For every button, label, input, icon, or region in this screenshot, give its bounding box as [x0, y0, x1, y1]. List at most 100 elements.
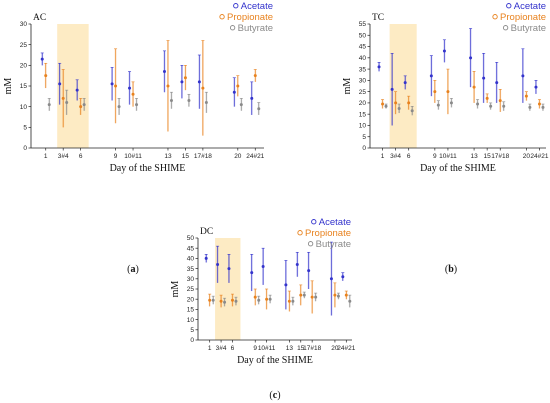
data-point: [410, 109, 414, 113]
legend-label: Butyrate: [238, 23, 273, 34]
series-propionate: [208, 280, 348, 314]
y-tick-label: 45: [359, 44, 367, 51]
data-point: [336, 294, 340, 298]
data-point: [534, 85, 538, 89]
x-tick-label: 9: [253, 345, 257, 352]
treatment-period-band: [389, 24, 417, 148]
data-point: [394, 101, 398, 105]
x-tick-label: 3#4: [58, 153, 69, 160]
y-tick-label: 40: [359, 55, 367, 62]
y-tick-label: 5: [23, 125, 27, 132]
x-tick-label: 20: [234, 153, 242, 160]
data-point: [169, 98, 173, 102]
x-tick-label: 15: [484, 153, 492, 160]
x-tick-label: 6: [79, 153, 83, 160]
x-tick-label: 10#11: [439, 153, 457, 160]
y-tick-label: 15: [187, 307, 195, 314]
legend-marker: [502, 25, 509, 31]
y-tick-label: 0: [362, 145, 366, 152]
x-tick-label: 20: [523, 153, 531, 160]
data-point: [333, 293, 337, 297]
y-tick-label: 30: [187, 276, 195, 283]
x-tick-label: 9: [433, 153, 437, 160]
data-point: [180, 80, 184, 84]
y-tick-label: 0: [190, 337, 194, 344]
legend-marker: [311, 219, 317, 225]
y-tick-label: 55: [359, 21, 367, 28]
data-point: [472, 85, 476, 89]
x-tick-label: 13: [470, 153, 478, 160]
data-point: [197, 80, 201, 84]
x-tick-label: 13: [164, 153, 172, 160]
y-tick-label: 35: [187, 266, 195, 273]
legend-label: Propionate: [227, 12, 273, 23]
data-point: [117, 105, 121, 109]
y-tick-label: 20: [20, 63, 28, 70]
data-point: [407, 101, 411, 105]
data-point: [114, 84, 118, 88]
data-point: [58, 82, 62, 86]
y-tick-label: 25: [187, 286, 195, 293]
series-acetate: [377, 28, 538, 126]
data-point: [65, 101, 69, 105]
data-point: [469, 56, 473, 60]
data-point: [204, 101, 208, 105]
data-point: [442, 49, 446, 53]
legend-marker: [492, 14, 498, 20]
y-tick-label: 15: [20, 83, 28, 90]
x-tick-label: 15: [182, 153, 190, 160]
data-point: [403, 81, 407, 85]
y-tick-label: 15: [359, 111, 367, 118]
y-axis-label: mM: [3, 78, 14, 95]
data-point: [495, 81, 499, 85]
data-point: [187, 98, 191, 102]
data-point: [131, 92, 135, 96]
legend-label: Acetate: [319, 217, 351, 228]
data-point: [302, 293, 306, 297]
treatment-period-band: [215, 238, 241, 340]
y-tick-label: 5: [190, 327, 194, 334]
x-tick-label: 3#4: [216, 345, 227, 352]
data-point: [265, 297, 269, 301]
y-tick-label: 5: [362, 134, 366, 141]
treatment-period-band: [57, 24, 89, 148]
y-tick-label: 25: [359, 89, 367, 96]
data-point: [75, 88, 79, 92]
legend-label: Acetate: [514, 1, 546, 12]
data-point: [253, 295, 257, 299]
data-point: [166, 84, 170, 88]
legend-label: Propionate: [305, 228, 351, 239]
data-point: [485, 96, 489, 100]
y-tick-label: 40: [187, 256, 195, 263]
data-point: [433, 90, 437, 94]
data-point: [521, 74, 525, 78]
data-point: [44, 74, 48, 78]
data-point: [257, 107, 261, 111]
legend-label: Propionate: [500, 12, 546, 23]
data-point: [397, 107, 401, 111]
data-point: [524, 94, 528, 98]
data-point: [384, 104, 388, 108]
data-point: [201, 86, 205, 90]
data-point: [239, 103, 243, 107]
x-tick-label: 13: [286, 345, 294, 352]
x-tick-label: 24#21: [337, 345, 355, 352]
legend-marker: [219, 14, 225, 20]
data-point: [208, 298, 212, 302]
legend-marker: [307, 241, 314, 247]
data-point: [502, 104, 506, 108]
data-point: [162, 70, 166, 74]
data-point: [227, 267, 231, 271]
data-point: [250, 271, 254, 275]
data-point: [61, 96, 65, 100]
y-tick-label: 10: [20, 104, 28, 111]
data-point: [541, 105, 545, 109]
caption-c: (c): [269, 390, 280, 401]
data-point: [230, 298, 234, 302]
y-tick-label: 35: [359, 66, 367, 73]
y-axis-label: mM: [170, 281, 181, 298]
